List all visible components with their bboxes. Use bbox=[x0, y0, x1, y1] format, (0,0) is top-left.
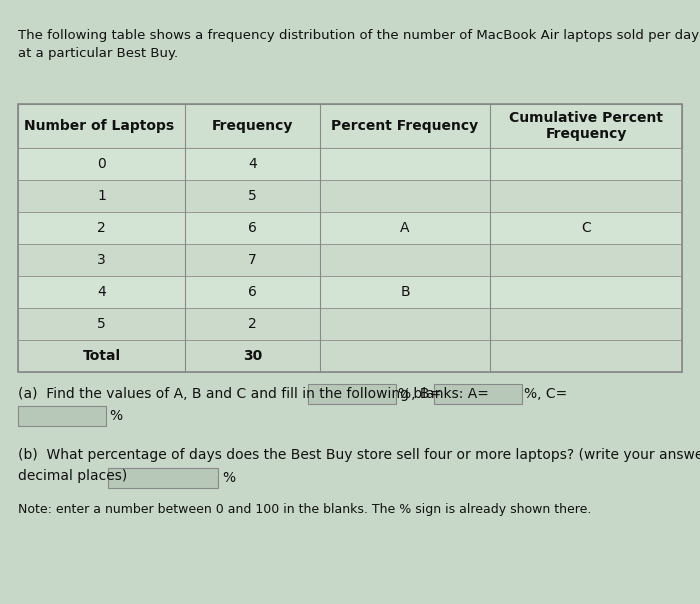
Text: 1: 1 bbox=[97, 189, 106, 203]
Bar bbox=[18, 148, 682, 180]
Text: 2: 2 bbox=[248, 317, 257, 331]
Text: The following table shows a frequency distribution of the number of MacBook Air : The following table shows a frequency di… bbox=[18, 29, 699, 60]
Text: (b)  What percentage of days does the Best Buy store sell four or more laptops? : (b) What percentage of days does the Bes… bbox=[18, 448, 700, 483]
Bar bbox=[308, 384, 396, 404]
Text: 5: 5 bbox=[97, 317, 106, 331]
Text: Number of Laptops: Number of Laptops bbox=[24, 119, 174, 133]
Text: 6: 6 bbox=[248, 221, 257, 235]
Bar bbox=[108, 468, 218, 488]
Bar bbox=[18, 276, 682, 308]
Text: Total: Total bbox=[83, 349, 120, 363]
Text: %, C=: %, C= bbox=[524, 387, 567, 401]
Text: A: A bbox=[400, 221, 410, 235]
Bar bbox=[18, 104, 682, 372]
Bar bbox=[18, 212, 682, 244]
Text: 3: 3 bbox=[97, 253, 106, 267]
Text: Percent Frequency: Percent Frequency bbox=[331, 119, 479, 133]
Text: %: % bbox=[109, 409, 122, 423]
Bar bbox=[18, 180, 682, 212]
Bar bbox=[18, 340, 682, 372]
Text: 2: 2 bbox=[97, 221, 106, 235]
Text: C: C bbox=[581, 221, 591, 235]
Text: 30: 30 bbox=[243, 349, 262, 363]
Text: 6: 6 bbox=[248, 285, 257, 299]
Text: 5: 5 bbox=[248, 189, 257, 203]
Text: 4: 4 bbox=[97, 285, 106, 299]
Text: 7: 7 bbox=[248, 253, 257, 267]
Text: Note: enter a number between 0 and 100 in the blanks. The % sign is already show: Note: enter a number between 0 and 100 i… bbox=[18, 504, 592, 516]
Text: Frequency: Frequency bbox=[212, 119, 293, 133]
Text: %: % bbox=[222, 471, 235, 485]
Bar bbox=[434, 384, 522, 404]
Bar bbox=[18, 406, 106, 426]
Text: B: B bbox=[400, 285, 410, 299]
Text: (a)  Find the values of A, B and C and fill in the following blanks: A=: (a) Find the values of A, B and C and fi… bbox=[18, 387, 489, 401]
Bar bbox=[18, 308, 682, 340]
Text: 4: 4 bbox=[248, 157, 257, 171]
Text: %, B=: %, B= bbox=[398, 387, 441, 401]
Bar bbox=[18, 244, 682, 276]
Text: 0: 0 bbox=[97, 157, 106, 171]
Text: Cumulative Percent
Frequency: Cumulative Percent Frequency bbox=[509, 111, 663, 141]
Bar bbox=[18, 104, 682, 148]
